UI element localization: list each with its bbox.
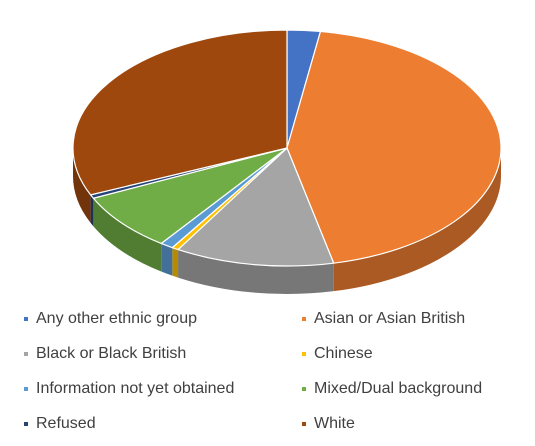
pie-slice <box>92 147 288 245</box>
legend-label: Black or Black British <box>36 345 187 362</box>
pie-slice <box>72 29 288 196</box>
legend-item: Chinese <box>302 345 373 363</box>
legend-item: Mixed/Dual background <box>302 380 482 398</box>
legend-label: Information not yet obtained <box>36 380 235 397</box>
legend-swatch <box>24 317 28 321</box>
legend-label: Asian or Asian British <box>314 310 466 327</box>
legend-item: Any other ethnic group <box>24 310 197 328</box>
legend-item: White <box>302 415 355 433</box>
legend-item: Black or Black British <box>24 345 186 363</box>
pie-slice <box>177 147 335 267</box>
pie-slice <box>286 30 502 264</box>
legend-label: Mixed/Dual background <box>314 380 483 397</box>
legend-swatch <box>24 422 28 426</box>
pie-slice-side <box>90 194 94 227</box>
pie-slice-side <box>172 247 179 278</box>
legend-label: Any other ethnic group <box>36 310 197 327</box>
legend-item: Asian or Asian British <box>302 310 465 328</box>
legend-item: Refused <box>24 415 96 433</box>
pie-slice-side <box>178 249 334 294</box>
pie-slice-side <box>161 243 173 276</box>
legend-label: Chinese <box>314 345 373 362</box>
legend-swatch <box>302 317 306 321</box>
legend-swatch <box>302 422 306 426</box>
legend-swatch <box>24 387 28 391</box>
legend-label: White <box>314 415 355 432</box>
pie-slice-side <box>93 198 162 272</box>
legend-item: Information not yet obtained <box>24 380 234 398</box>
pie-slice-side <box>333 148 501 292</box>
legend-swatch <box>24 352 28 356</box>
legend-swatch <box>302 387 306 391</box>
pie-slice-side <box>73 148 91 223</box>
legend-swatch <box>302 352 306 356</box>
legend-label: Refused <box>36 415 96 432</box>
